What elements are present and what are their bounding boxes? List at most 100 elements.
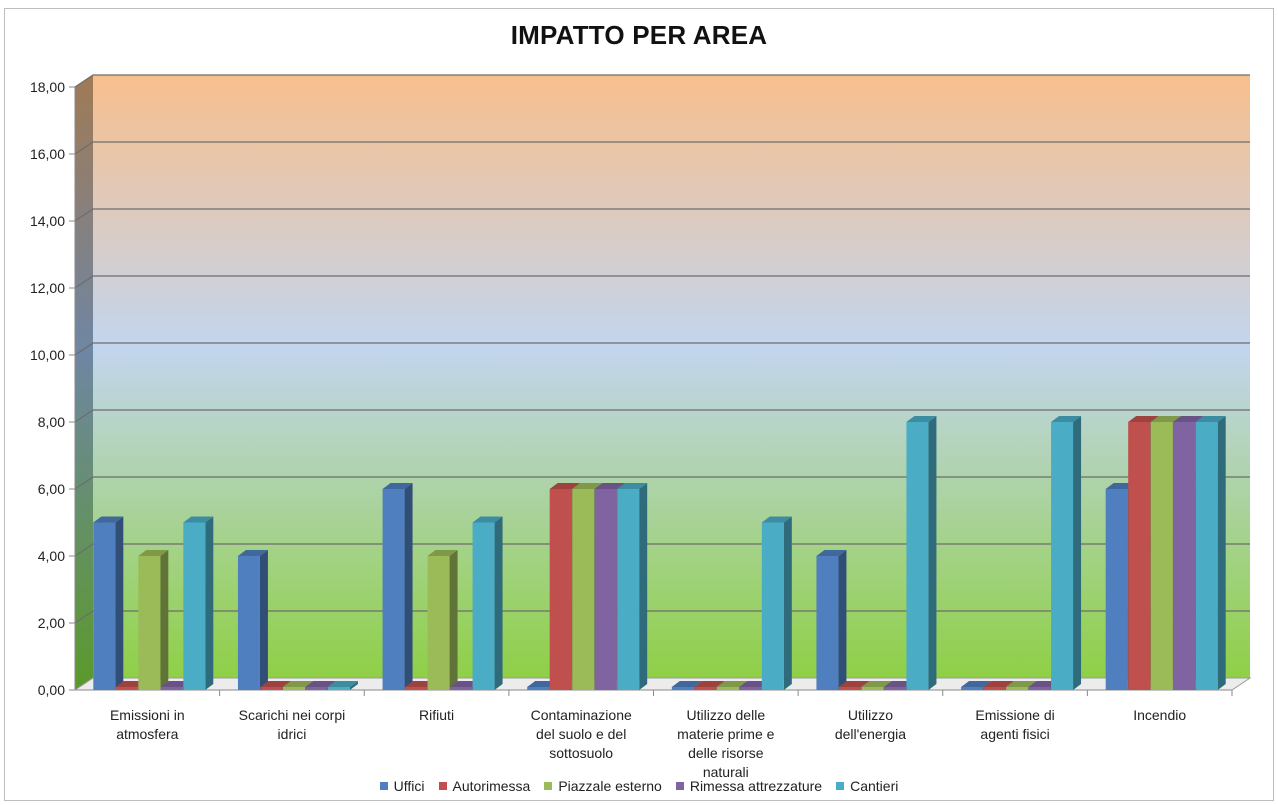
legend-label: Uffici xyxy=(393,778,425,794)
x-category-label: naturali xyxy=(703,764,749,780)
bar-side xyxy=(783,516,792,690)
bar-front xyxy=(115,687,138,690)
bar-front xyxy=(93,522,116,690)
bar xyxy=(327,681,358,690)
legend-label: Autorimessa xyxy=(452,778,531,794)
bar-top xyxy=(816,550,847,556)
gridline xyxy=(74,409,1250,423)
x-category-label: Emissioni in xyxy=(110,707,185,723)
bar-top xyxy=(1128,416,1159,422)
y-tick-label: 16,00 xyxy=(30,146,65,162)
legend-item: Piazzale esterno xyxy=(544,778,662,794)
x-category-label: agenti fisici xyxy=(980,726,1049,742)
bar-front xyxy=(816,556,839,690)
bar-side xyxy=(928,416,937,690)
bar-top xyxy=(716,681,747,687)
bar-front xyxy=(883,687,906,690)
x-category-label: sottosuolo xyxy=(549,745,613,761)
bar-top xyxy=(572,483,603,489)
bar-top xyxy=(1195,416,1226,422)
bar-top xyxy=(138,550,169,556)
x-category-label: del suolo e del xyxy=(536,726,626,742)
bar-front xyxy=(1128,422,1151,690)
gridline xyxy=(74,74,1250,88)
y-tick-label: 8,00 xyxy=(38,414,65,430)
bar xyxy=(1195,416,1226,690)
bar-front xyxy=(405,687,428,690)
bar-front xyxy=(838,687,861,690)
bar-top xyxy=(1051,416,1082,422)
x-category-label: Scarichi nei corpi xyxy=(239,707,346,723)
bar-front xyxy=(961,687,984,690)
bar xyxy=(761,516,792,690)
bar-front xyxy=(138,556,161,690)
bar-front xyxy=(237,556,260,690)
bar-side xyxy=(494,516,503,690)
bar-front xyxy=(183,522,206,690)
y-tick-label: 12,00 xyxy=(30,280,65,296)
bar-top xyxy=(906,416,937,422)
bar-front xyxy=(260,687,283,690)
bar-side xyxy=(404,483,413,690)
bar-front xyxy=(1173,422,1196,690)
bar-front xyxy=(472,522,495,690)
bar-front xyxy=(572,489,595,690)
gridline xyxy=(74,342,1250,356)
bar-front xyxy=(1105,489,1128,690)
bar-side xyxy=(639,483,648,690)
y-tick-label: 18,00 xyxy=(30,79,65,95)
bar-top xyxy=(282,681,313,687)
x-category-label: materie prime e xyxy=(677,726,774,742)
bar xyxy=(93,516,124,690)
bar-top xyxy=(472,516,503,523)
bar-side xyxy=(838,550,847,690)
bar-front xyxy=(983,687,1006,690)
bar-front xyxy=(1028,687,1051,690)
bar-front xyxy=(617,489,640,690)
gridline xyxy=(74,208,1250,222)
bar xyxy=(183,516,214,690)
bar-front xyxy=(160,687,183,690)
bar-side xyxy=(1217,416,1226,690)
bar xyxy=(816,550,847,690)
bar-front xyxy=(549,489,572,690)
bar xyxy=(617,483,648,690)
gridline xyxy=(74,476,1250,490)
bar-top xyxy=(427,550,458,556)
gridline xyxy=(74,141,1250,155)
bar-top xyxy=(260,681,291,687)
bar-top xyxy=(617,483,648,489)
gridline xyxy=(74,275,1250,289)
legend-label: Rimessa attrezzature xyxy=(689,778,823,794)
bar-front xyxy=(716,687,739,690)
bar-front xyxy=(282,687,305,690)
bar-front xyxy=(305,687,328,690)
bar-front xyxy=(382,489,405,690)
bar-side xyxy=(449,550,458,690)
bar-top xyxy=(761,516,792,523)
legend-swatch xyxy=(438,782,447,790)
x-category-label: Incendio xyxy=(1133,707,1186,723)
bar-front xyxy=(1051,422,1074,690)
x-category-label: Contaminazione xyxy=(531,707,632,723)
bar-top xyxy=(549,483,580,489)
bar xyxy=(138,550,169,690)
bar-front xyxy=(1006,687,1029,690)
chart-legend: Uffici Autorimessa Piazzale esterno Rimessa… xyxy=(0,778,1278,794)
x-category-label: dell'energia xyxy=(835,726,906,742)
bar-front xyxy=(1195,422,1218,690)
bar-top xyxy=(305,681,336,687)
bar-top xyxy=(861,681,892,687)
bar xyxy=(237,550,268,690)
bar xyxy=(472,516,503,690)
x-category-label: idrici xyxy=(278,726,307,742)
bar-top xyxy=(594,483,625,489)
bar-top xyxy=(237,550,268,556)
bar-front xyxy=(427,556,450,690)
y-tick-label: 10,00 xyxy=(30,347,65,363)
legend-item: Cantieri xyxy=(836,778,898,794)
bar-front xyxy=(694,687,717,690)
x-category-label: Utilizzo delle xyxy=(687,707,766,723)
bar-top xyxy=(983,681,1014,687)
